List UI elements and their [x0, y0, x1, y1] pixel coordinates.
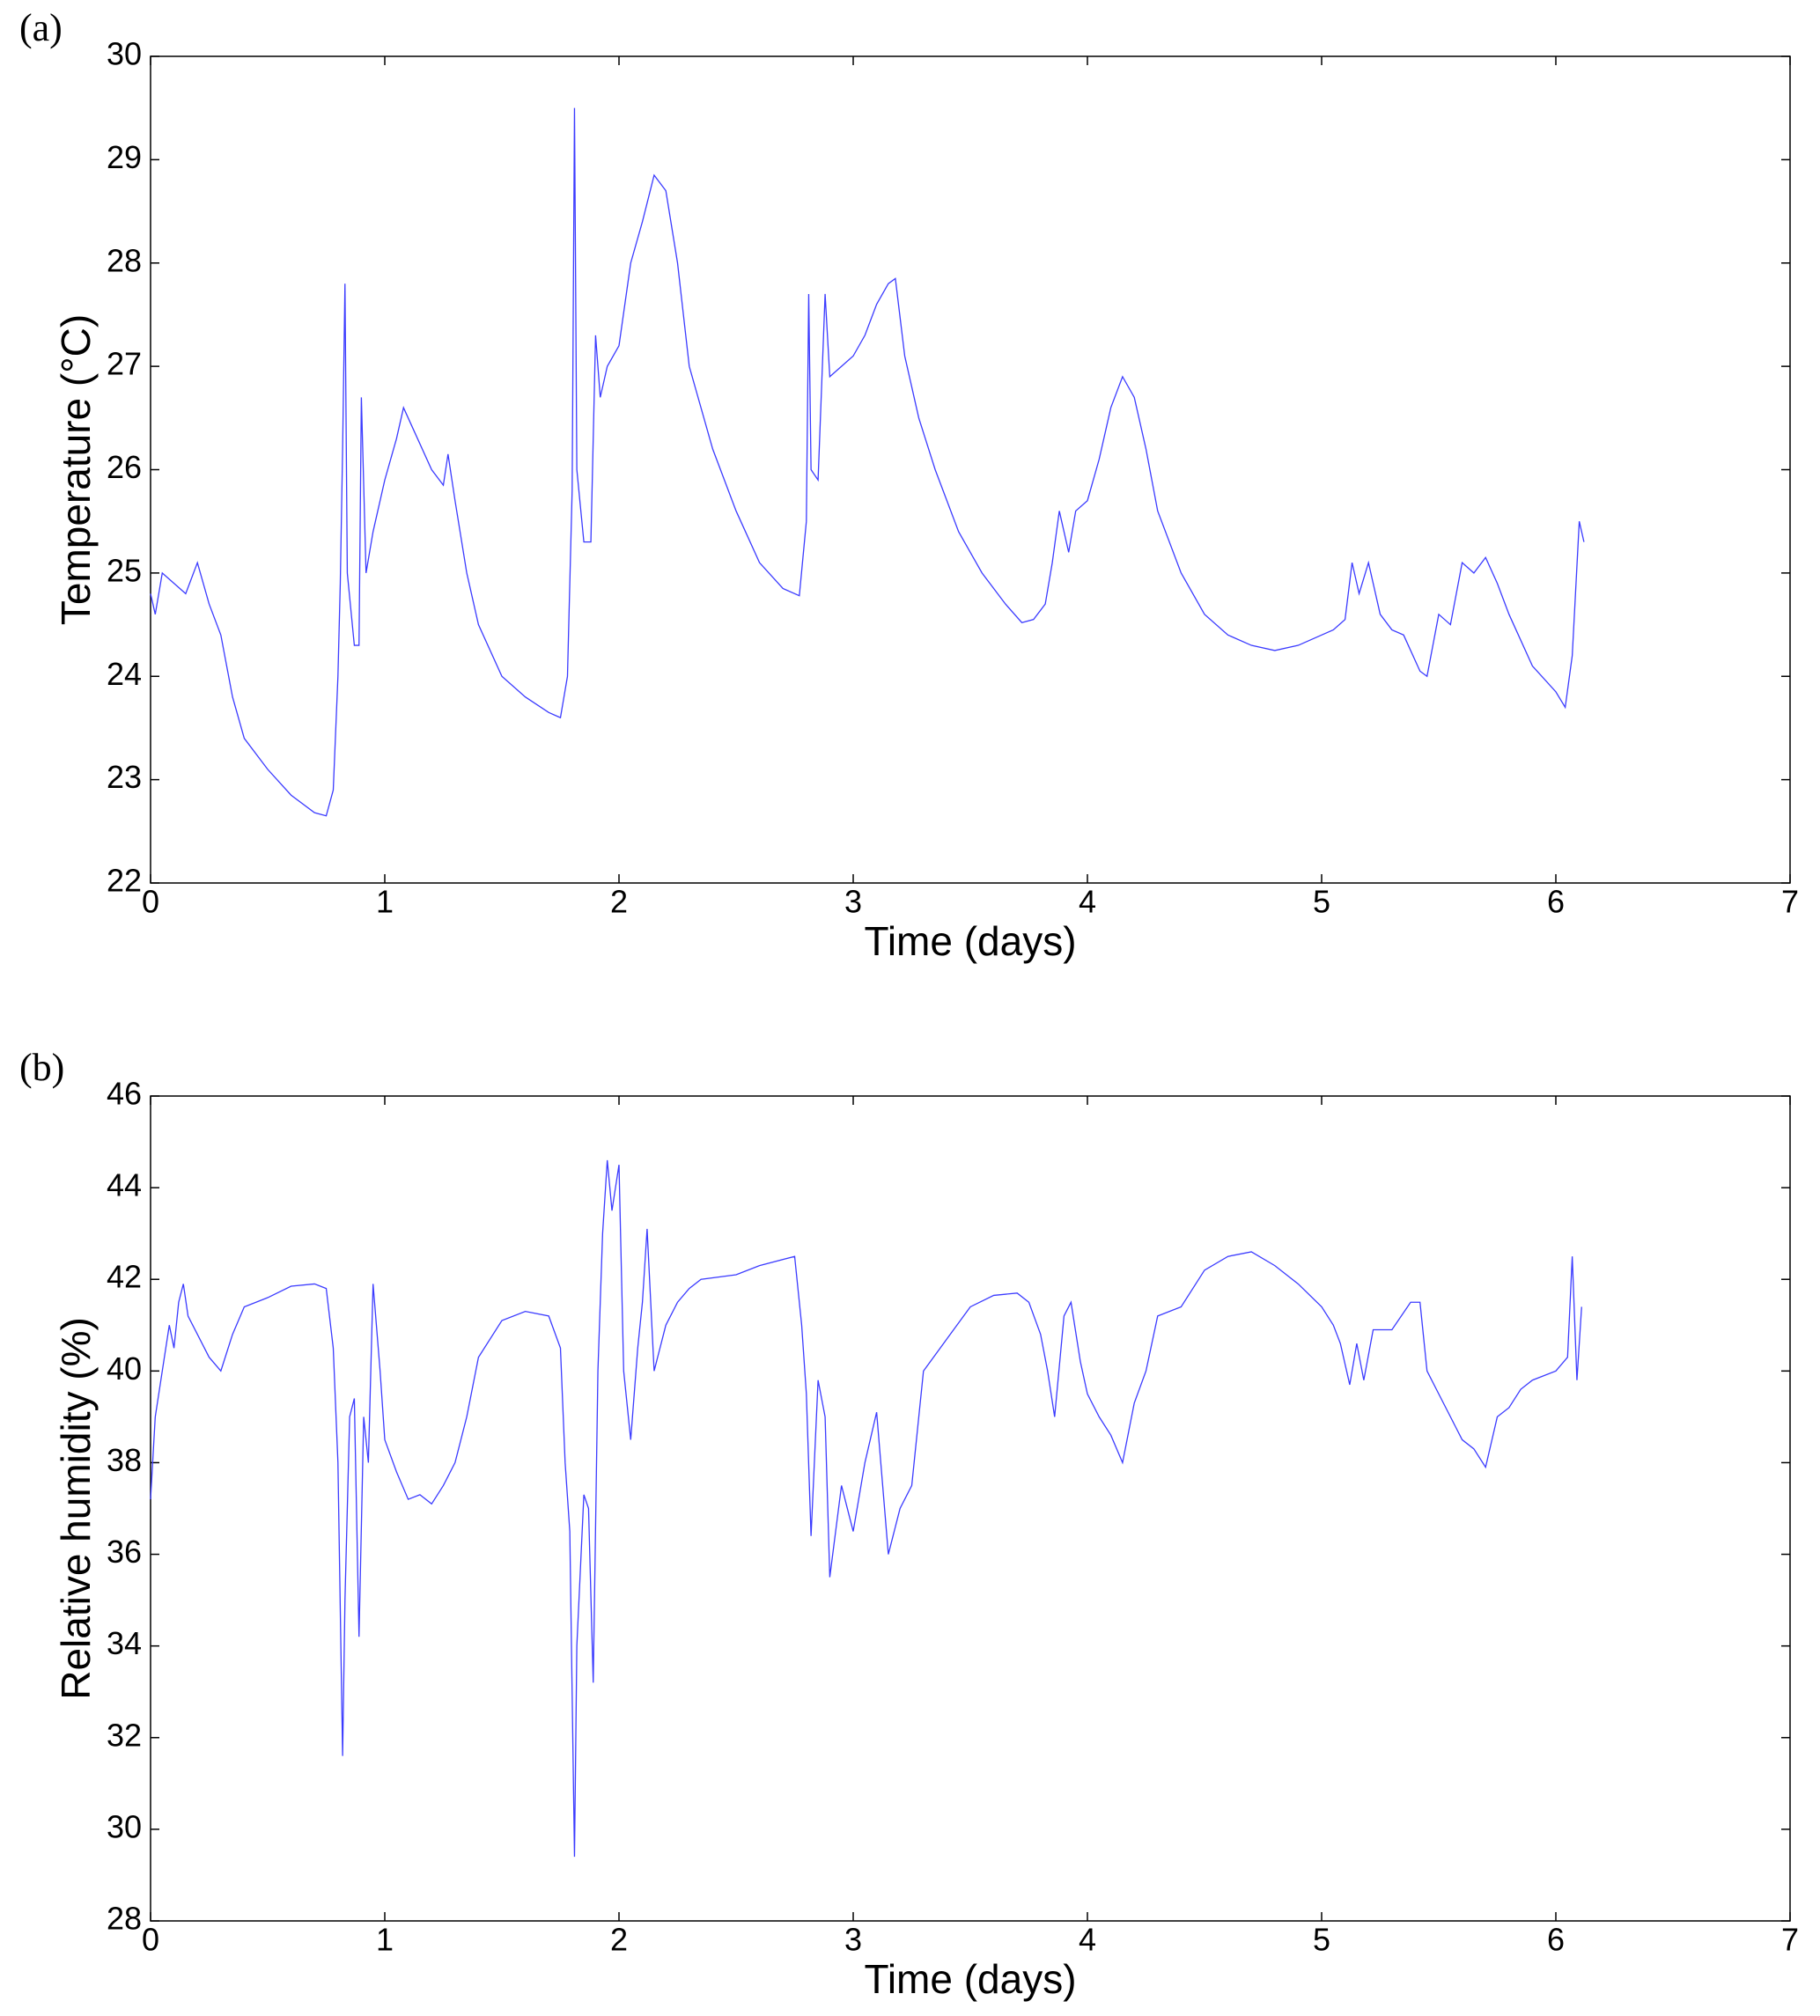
x-tick-label: 2: [610, 884, 628, 920]
x-tick-label: 3: [844, 1922, 862, 1958]
y-tick-label: 25: [107, 552, 142, 588]
data-line: [150, 107, 1585, 817]
x-tick-label: 7: [1781, 884, 1799, 920]
y-tick-label: 40: [107, 1350, 142, 1387]
y-tick-label: 34: [107, 1625, 142, 1661]
y-tick-label: 30: [107, 1808, 142, 1844]
y-tick-label: 27: [107, 346, 142, 382]
y-tick-label: 26: [107, 449, 142, 485]
x-tick-label: 6: [1547, 1922, 1565, 1958]
y-tick-label: 46: [107, 1076, 142, 1112]
x-tick-label: 0: [142, 884, 159, 920]
x-axis-label: Time (days): [864, 918, 1076, 964]
x-tick-label: 7: [1781, 1922, 1799, 1958]
x-axis-label: Time (days): [864, 1956, 1076, 2002]
panel-label: (a): [19, 6, 63, 49]
y-tick-label: 24: [107, 656, 142, 692]
x-tick-label: 6: [1547, 884, 1565, 920]
x-tick-label: 1: [376, 884, 394, 920]
x-tick-label: 2: [610, 1922, 628, 1958]
y-tick-label: 28: [107, 242, 142, 278]
y-tick-label: 42: [107, 1259, 142, 1295]
y-tick-label: 22: [107, 863, 142, 899]
data-line: [150, 1159, 1582, 1858]
x-tick-label: 3: [844, 884, 862, 920]
x-tick-label: 5: [1313, 1922, 1330, 1958]
x-tick-label: 1: [376, 1922, 394, 1958]
y-tick-label: 28: [107, 1901, 142, 1937]
y-tick-label: 30: [107, 36, 142, 72]
x-tick-label: 5: [1313, 884, 1330, 920]
y-axis-label: Relative humidity (%): [53, 1317, 99, 1700]
x-tick-label: 4: [1079, 1922, 1096, 1958]
y-tick-label: 32: [107, 1717, 142, 1753]
y-tick-label: 38: [107, 1442, 142, 1478]
x-tick-label: 0: [142, 1922, 159, 1958]
y-tick-label: 44: [107, 1167, 142, 1203]
y-tick-label: 23: [107, 759, 142, 795]
plot-frame: [150, 55, 1791, 884]
y-tick-label: 29: [107, 139, 142, 175]
y-tick-label: 36: [107, 1534, 142, 1570]
y-axis-label: Temperature (°C): [53, 314, 99, 625]
plot-frame: [150, 1095, 1791, 1922]
panel-label: (b): [19, 1046, 64, 1089]
x-tick-label: 4: [1079, 884, 1096, 920]
